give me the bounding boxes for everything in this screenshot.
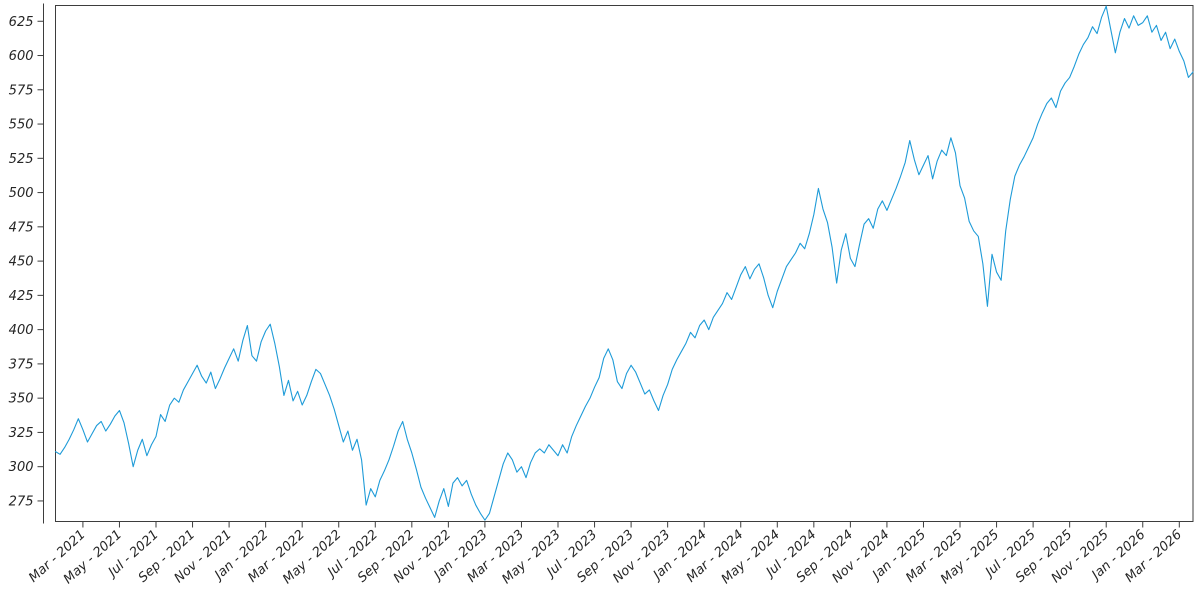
y-tick-label: 425 [9,289,34,304]
y-tick-label: 350 [9,392,34,407]
y-tick-label: 625 [9,15,34,30]
y-tick-label: 525 [9,152,34,167]
y-tick-label: 550 [9,118,34,133]
price-line-series [54,5,1194,521]
y-tick-label: 275 [9,494,34,509]
y-tick-label: 600 [9,49,34,64]
y-tick-label: 325 [9,426,34,441]
plot-frame [55,5,1194,522]
y-tick-label: 575 [9,83,34,98]
y-tick-label: 300 [9,460,34,475]
y-tick-label: 400 [9,323,34,338]
y-tick-label: 500 [9,186,34,201]
y-tick-label: 450 [9,255,34,270]
y-tick-label: 475 [9,220,34,235]
y-tick-label: 375 [9,357,34,372]
